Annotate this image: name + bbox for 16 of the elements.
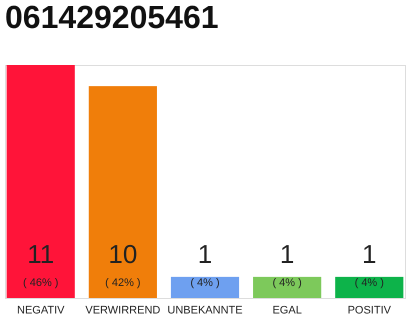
- chart-title: 061429205461: [5, 0, 219, 35]
- annotation: ( 42% ): [105, 277, 141, 289]
- data-label: 11: [27, 239, 54, 269]
- data-label: 1: [280, 239, 294, 269]
- data-label: 10: [108, 239, 138, 269]
- x-tick-label: UNBEKANNTE: [167, 304, 243, 316]
- annotation: ( 4% ): [190, 277, 220, 289]
- data-label: 1: [198, 239, 212, 269]
- x-tick-label: VERWIRREND: [85, 304, 160, 316]
- annotation: ( 4% ): [272, 277, 302, 289]
- x-tick-label: NEGATIV: [16, 304, 66, 316]
- data-label: 1: [362, 239, 377, 269]
- x-tick-label: POSITIV: [348, 304, 392, 316]
- annotation: ( 46% ): [22, 277, 58, 289]
- x-tick-label: EGAL: [272, 304, 302, 316]
- annotation: ( 4% ): [354, 277, 384, 289]
